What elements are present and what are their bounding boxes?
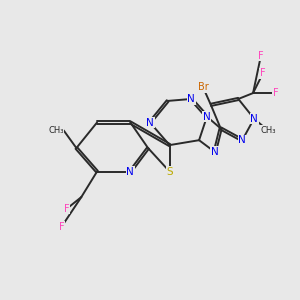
Text: N: N: [203, 112, 211, 122]
Text: CH₃: CH₃: [260, 126, 275, 135]
Text: F: F: [260, 68, 266, 78]
Text: S: S: [166, 167, 173, 177]
Text: N: N: [187, 94, 195, 104]
Text: F: F: [64, 204, 69, 214]
Text: N: N: [250, 114, 258, 124]
Text: CH₃: CH₃: [48, 126, 64, 135]
Text: N: N: [238, 135, 246, 145]
Text: N: N: [211, 147, 219, 157]
Text: N: N: [127, 167, 134, 177]
Text: F: F: [59, 222, 64, 232]
Text: Br: Br: [198, 82, 208, 92]
Text: F: F: [258, 51, 264, 61]
Text: F: F: [273, 88, 278, 98]
Text: N: N: [146, 118, 154, 128]
